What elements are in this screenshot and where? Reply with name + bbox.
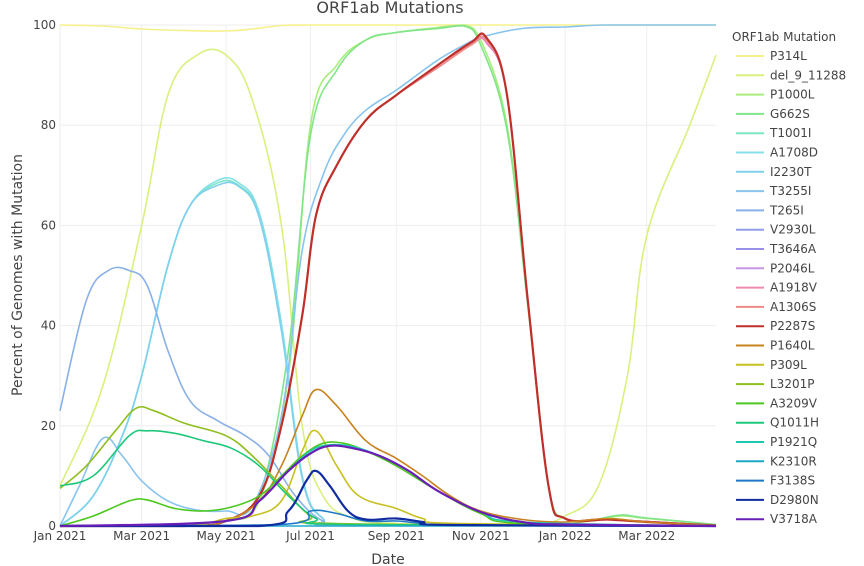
y-tick-label: 80 [41, 118, 56, 132]
series-line-a1306s [59, 35, 717, 527]
legend-item-label: L3201P [770, 377, 814, 391]
series-line-t3646a [59, 36, 717, 527]
x-tick-label: Mar 2022 [618, 529, 675, 543]
series-line-p1921q [59, 443, 717, 527]
legend-item-label: Q1011H [770, 416, 819, 430]
y-tick-label: 60 [41, 218, 56, 232]
chart-title: ORF1ab Mutations [316, 0, 463, 17]
x-axis-label: Date [371, 552, 404, 566]
y-axis-ticks: 0 20 40 60 80 100 [33, 18, 56, 533]
legend-item-label: A3209V [770, 396, 818, 410]
series-line-v2930l [59, 36, 717, 527]
legend-item-label: A1708D [770, 146, 818, 160]
series-line-p314l [59, 24, 716, 32]
series-line-t1001i [59, 179, 717, 527]
y-axis-label: Percent of Genomes with Mutation [10, 154, 26, 396]
legend-item-label: V3718A [770, 512, 818, 526]
series-line-p2287s [60, 32, 717, 528]
legend-item-label: A1306S [770, 300, 816, 314]
legend-title: ORF1ab Mutation [732, 30, 836, 44]
legend-item-label: V2930L [770, 223, 816, 237]
legend-item-label: P1640L [770, 339, 815, 353]
x-tick-label: Sep 2021 [368, 529, 425, 543]
y-tick-label: 40 [41, 319, 56, 333]
x-tick-label: Jan 2022 [538, 529, 592, 543]
series-lines [59, 24, 717, 528]
legend-item-label: del_9_11288 [770, 68, 846, 82]
x-tick-label: May 2021 [196, 529, 255, 543]
series-line-d2980n [60, 469, 717, 528]
series-line-t3255i [59, 24, 716, 527]
x-tick-label: Jul 2021 [285, 529, 335, 543]
x-tick-label: Jan 2021 [33, 529, 87, 543]
x-axis-ticks: Jan 2021 Mar 2021 May 2021 Jul 2021 Sep 2021… [33, 529, 676, 543]
series-line-a1708d [59, 177, 717, 527]
x-tick-label: Nov 2021 [452, 529, 510, 543]
series-line-v3718a [59, 444, 717, 528]
legend-item-label: P309L [770, 358, 807, 372]
legend-item-label: P2046L [770, 261, 815, 275]
legend: ORF1ab Mutation P314L del_9_11288 P1000L G6… [732, 30, 846, 526]
legend-item-label: T3255I [769, 184, 811, 198]
y-tick-label: 0 [48, 519, 56, 533]
legend-item-label: P2287S [770, 319, 815, 333]
series-line-l3201p [59, 405, 717, 527]
y-tick-label: 100 [33, 18, 56, 32]
legend-item-label: K2310R [770, 454, 817, 468]
series-line-i2230t [59, 181, 717, 527]
legend-item-label: A1918V [770, 281, 818, 295]
legend-item-label: I2230T [770, 165, 812, 179]
y-tick-label: 20 [41, 419, 56, 433]
series-line-q1011h [59, 429, 717, 527]
legend-item-label: T1001I [769, 126, 811, 140]
series-line-p1640l [60, 388, 717, 527]
legend-item-label: F3138S [770, 474, 815, 488]
series-line-a3209v [59, 441, 717, 527]
legend-item-label: G662S [770, 107, 810, 121]
legend-item-label: P1000L [770, 88, 815, 102]
series-line-p2046l [59, 36, 717, 527]
legend-item-label: P1921Q [770, 435, 817, 449]
series-line-p309l [60, 429, 717, 527]
legend-item-label: T265I [769, 203, 804, 217]
series-line-a1918v [59, 37, 717, 527]
legend-item-label: P314L [770, 49, 807, 63]
legend-item-label: D2980N [770, 493, 819, 507]
x-tick-label: Mar 2021 [113, 529, 170, 543]
legend-item-label: T3646A [769, 242, 817, 256]
series-line-del-9-11288 [59, 48, 717, 527]
